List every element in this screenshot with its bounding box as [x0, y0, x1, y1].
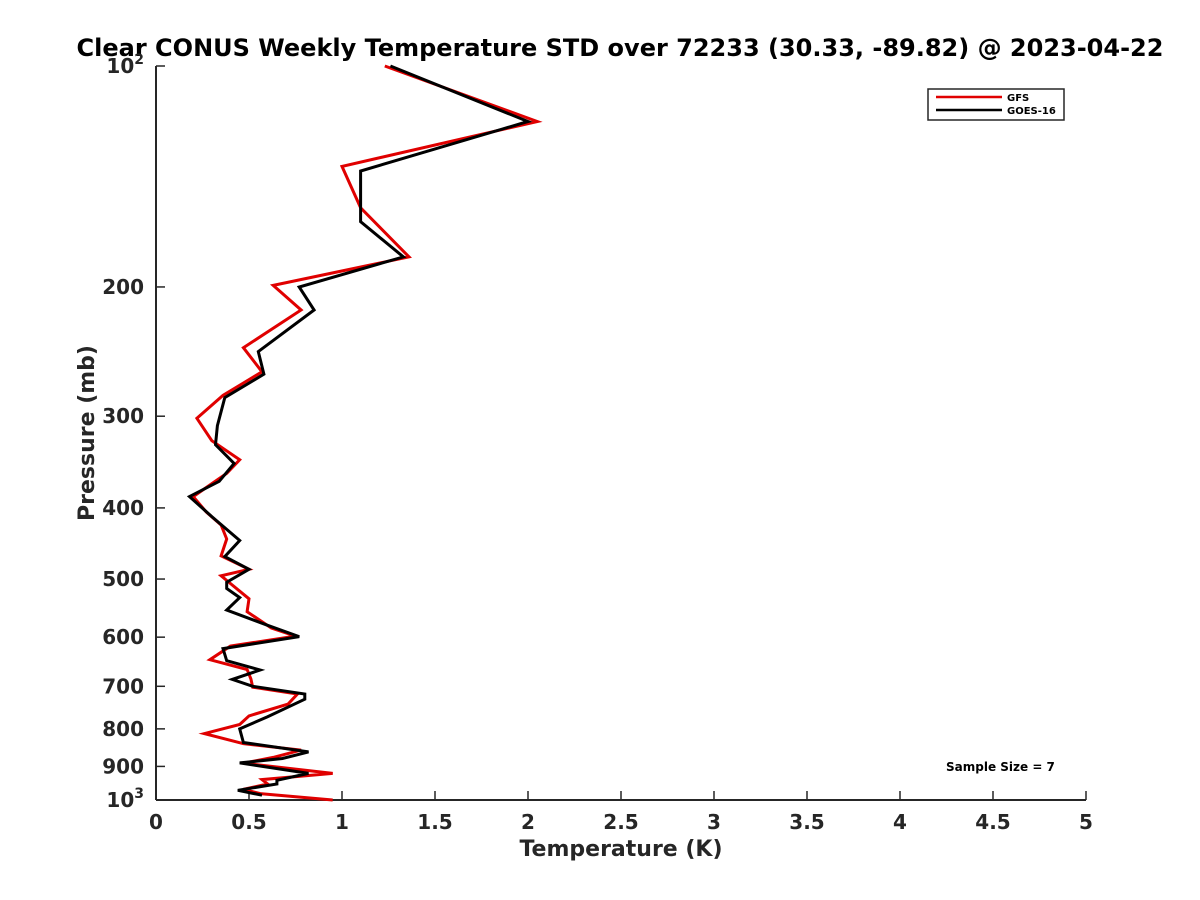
- y-tick-label: 200: [102, 275, 144, 299]
- series-line-gfs: [190, 64, 543, 802]
- legend: GFS GOES-16: [927, 88, 1065, 121]
- y-tick-label: 900: [102, 754, 144, 778]
- plot-area: 0 0.5 1 1.5 2 2.5 3 3.5 4 4.5 5 102 200 300 400 500 600…: [102, 52, 1093, 834]
- legend-box: [927, 88, 1065, 121]
- sample-size-annotation: Sample Size = 7: [946, 760, 1055, 774]
- x-tick-label: 2: [521, 810, 535, 834]
- y-tick-label: 400: [102, 496, 144, 520]
- x-tick-label: 0: [149, 810, 163, 834]
- x-tick-label: 1: [335, 810, 349, 834]
- y-tick-label: 102: [106, 52, 144, 78]
- x-ticks: 0 0.5 1 1.5 2 2.5 3 3.5 4 4.5 5: [149, 791, 1093, 834]
- x-tick-label: 2.5: [603, 810, 638, 834]
- x-tick-label: 5: [1079, 810, 1093, 834]
- legend-label-goes16: GOES-16: [1007, 106, 1056, 117]
- chart-title: Clear CONUS Weekly Temperature STD over …: [77, 34, 1164, 62]
- x-tick-label: 1.5: [417, 810, 452, 834]
- x-tick-label: 4: [893, 810, 907, 834]
- x-tick-label: 3.5: [789, 810, 824, 834]
- y-tick-label: 103: [106, 786, 144, 812]
- y-tick-label: 700: [102, 674, 144, 698]
- x-tick-label: 0.5: [231, 810, 266, 834]
- series-line-goes-16: [186, 64, 533, 797]
- y-tick-label: 800: [102, 717, 144, 741]
- y-axis-label: Pressure (mb): [75, 345, 100, 521]
- y-tick-label: 300: [102, 404, 144, 428]
- series-layer: [186, 64, 543, 802]
- y-ticks: 102 200 300 400 500 600 700 800 900 103: [102, 52, 165, 812]
- x-tick-label: 4.5: [975, 810, 1010, 834]
- y-tick-label: 500: [102, 567, 144, 591]
- x-axis-label: Temperature (K): [519, 837, 722, 862]
- y-tick-label: 600: [102, 625, 144, 649]
- x-tick-label: 3: [707, 810, 721, 834]
- legend-label-gfs: GFS: [1007, 93, 1029, 104]
